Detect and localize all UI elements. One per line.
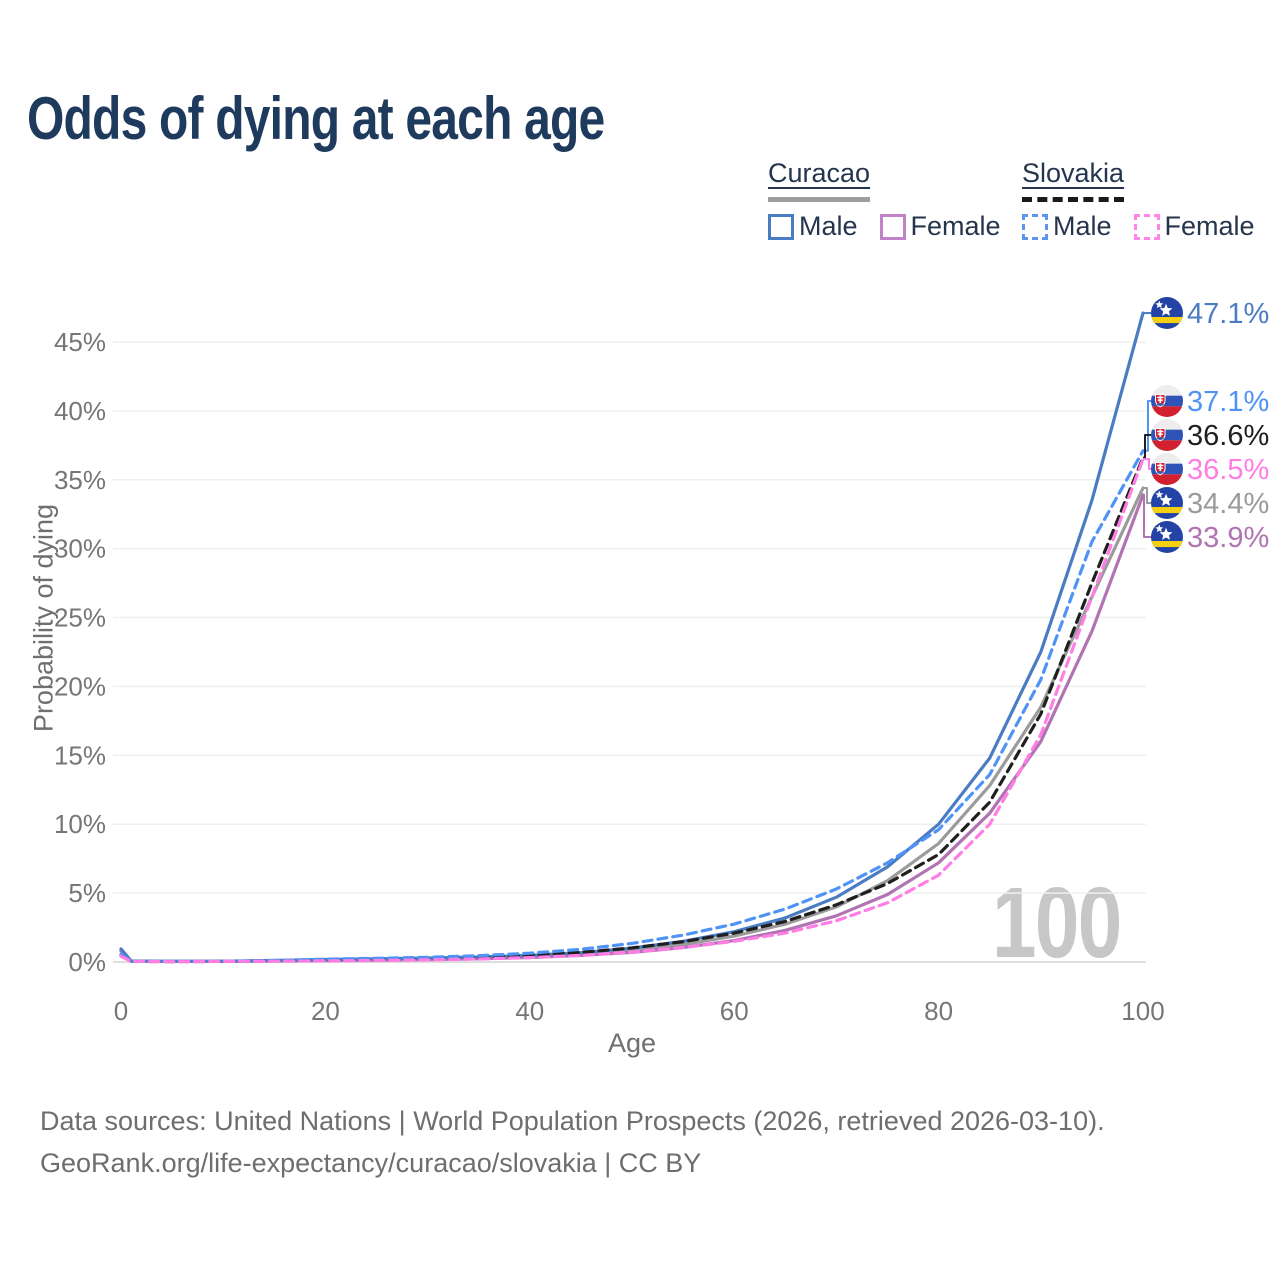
legend-swatch-curacao-male[interactable] (768, 213, 794, 240)
legend-group-curacao: Curacao Male Female (768, 158, 1023, 242)
leader-line (1143, 493, 1151, 538)
x-tick-label: 0 (114, 996, 128, 1026)
y-tick-label: 25% (54, 603, 106, 633)
series-line-slovakia-male (119, 449, 1145, 964)
x-axis-title: Age (607, 1028, 657, 1058)
legend-title-slovakia: Slovakia (1022, 158, 1125, 188)
y-tick-label: 0% (68, 947, 106, 977)
legend-line-sample-curacao (768, 197, 871, 202)
flag-curacao-icon (1151, 487, 1183, 519)
y-tick-label: 20% (54, 671, 106, 701)
y-tick-label: 40% (54, 396, 106, 426)
legend-title-curacao: Curacao (768, 158, 871, 188)
footer: Data sources: United Nations | World Pop… (40, 1100, 1105, 1184)
end-label-slovakia-total: 36.6% (1187, 420, 1269, 452)
y-tick-label: 5% (68, 878, 106, 908)
legend-label-curacao-male[interactable]: Male (799, 211, 858, 241)
leader-line (1143, 434, 1151, 459)
series-line-slovakia-total (119, 456, 1145, 964)
legend-header-curacao: Curacao (768, 158, 871, 202)
x-tick-label: 80 (924, 996, 953, 1026)
page-title: Odds of dying at each age (27, 85, 605, 152)
series-line-slovakia-female (119, 457, 1145, 964)
flag-slovakia-icon (1151, 385, 1183, 417)
x-tick-label: 20 (311, 996, 340, 1026)
legend-line-sample-slovakia (1022, 197, 1125, 202)
chart-plot: 0% 5% 10% 15% 20% 25% 30% 35% 40% 45% 0 20 40 60 80 100… (54, 297, 1269, 1026)
y-tick-label: 35% (54, 465, 106, 495)
legend-swatch-slovakia-male[interactable] (1022, 213, 1048, 240)
legend-swatch-curacao-female[interactable] (879, 213, 906, 240)
legend-label-curacao-female[interactable]: Female (910, 211, 1001, 241)
end-label-curacao-male: 47.1% (1187, 298, 1269, 330)
flag-curacao-icon (1151, 297, 1183, 329)
footer-data-sources: Data sources: United Nations | World Pop… (40, 1106, 1105, 1136)
y-tick-label: 10% (54, 809, 106, 839)
y-tick-label: 15% (54, 740, 106, 770)
leader-line (1143, 458, 1151, 470)
y-tick-label: 30% (54, 534, 106, 564)
legend-label-slovakia-male[interactable]: Male (1053, 211, 1112, 241)
series-line-curacao-female (119, 493, 1145, 964)
end-label-curacao-female: 33.9% (1187, 522, 1269, 554)
watermark-age: 100 (992, 867, 1122, 979)
x-tick-label: 100 (1121, 996, 1164, 1026)
y-tick-label: 45% (54, 327, 106, 357)
legend-swatch-slovakia-female[interactable] (1133, 213, 1160, 240)
x-tick-label: 40 (515, 996, 544, 1026)
flag-slovakia-icon (1151, 453, 1183, 485)
x-tick-label: 60 (720, 996, 749, 1026)
legend-label-slovakia-female[interactable]: Female (1164, 211, 1255, 241)
end-label-slovakia-male: 37.1% (1187, 386, 1269, 418)
end-label-slovakia-female: 36.5% (1187, 454, 1269, 486)
leader-line (1143, 487, 1151, 504)
end-label-curacao-total: 34.4% (1187, 488, 1269, 520)
flag-slovakia-icon (1151, 419, 1183, 451)
flag-curacao-icon (1151, 521, 1183, 553)
legend-group-slovakia: Slovakia Male Female (1022, 158, 1277, 242)
series-line-curacao-total (119, 486, 1145, 964)
footer-attribution: GeoRank.org/life-expectancy/curacao/slov… (40, 1148, 702, 1178)
legend-header-slovakia: Slovakia (1022, 158, 1125, 202)
